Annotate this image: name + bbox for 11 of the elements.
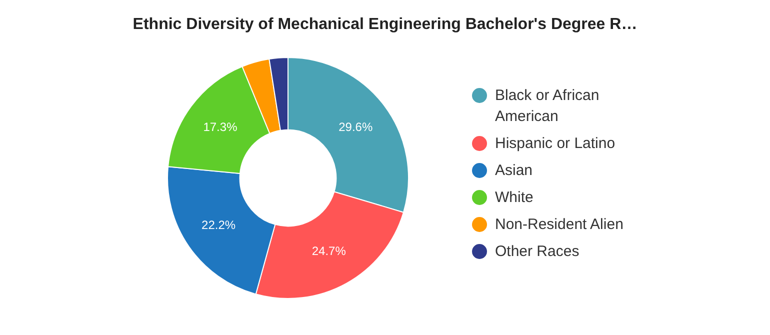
data-label: 29.6% <box>338 120 373 134</box>
legend-label: Non-Resident Alien <box>495 215 624 235</box>
legend-label: Other Races <box>495 242 580 262</box>
legend-label: Black or African American <box>495 86 600 127</box>
data-label: 17.3% <box>203 120 238 134</box>
legend-label: Hispanic or Latino <box>495 134 616 154</box>
data-label: 24.7% <box>312 244 346 258</box>
data-label: 22.2% <box>202 218 236 232</box>
chart-title: Ethnic Diversity of Mechanical Engineering Bachelor's Degree R… <box>132 16 638 34</box>
legend-label: White <box>495 188 534 208</box>
legend-label: Asian <box>495 161 533 181</box>
